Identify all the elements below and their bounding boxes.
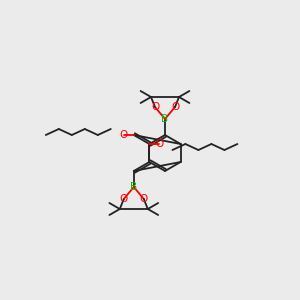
Text: B: B	[130, 182, 137, 192]
Text: O: O	[155, 139, 164, 149]
Text: O: O	[120, 130, 128, 140]
Text: O: O	[151, 102, 159, 112]
Text: B: B	[161, 114, 169, 124]
Text: O: O	[140, 194, 148, 204]
Text: O: O	[171, 102, 179, 112]
Text: O: O	[120, 194, 128, 204]
